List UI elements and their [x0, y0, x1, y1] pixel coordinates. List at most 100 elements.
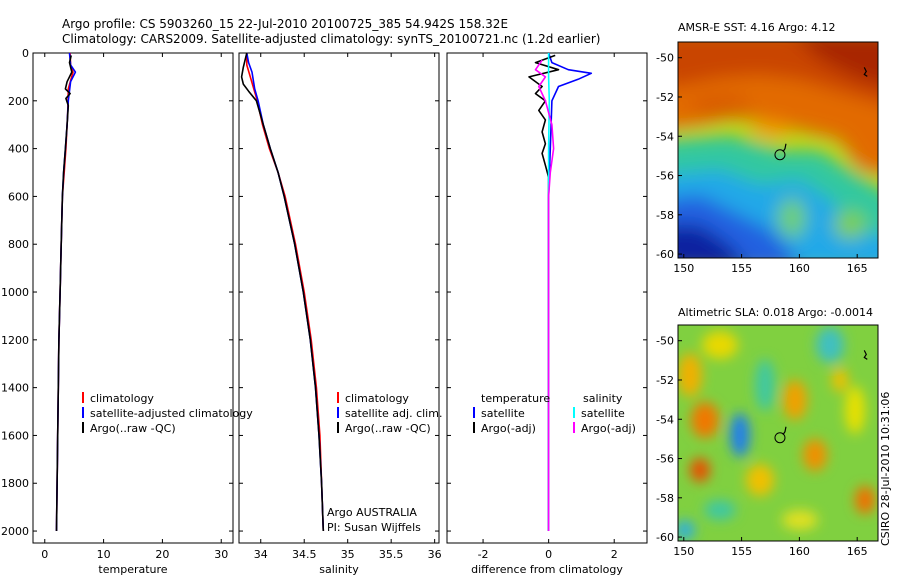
- plot-frame: [238, 52, 440, 544]
- footer-stamp: CSIRO 28-Jul-2010 10:31:06: [879, 392, 892, 546]
- legend-swatch-temp-satellite: [473, 407, 475, 418]
- y-tick-label: 600: [8, 190, 29, 203]
- x-tick-label: 20: [155, 548, 169, 561]
- sla-map-title: Altimetric SLA: 0.018 Argo: -0.0014: [678, 306, 873, 319]
- legend-label: climatology: [90, 392, 154, 405]
- y-tick-label: 400: [8, 143, 29, 156]
- x-axis-label: temperature: [98, 563, 167, 576]
- y-tick-label: 1000: [1, 286, 29, 299]
- sla-map-panel: Altimetric SLA: 0.018 Argo: -0.0014: [656, 306, 879, 558]
- x-tick-label: 160: [789, 545, 810, 558]
- salinity-legend: climatology satellite adj. clim. Argo(..…: [327, 392, 442, 534]
- y-tick-label: 1400: [1, 382, 29, 395]
- x-tick-label: 155: [731, 545, 752, 558]
- y-tick-label: -54: [656, 130, 674, 143]
- y-tick-label: -52: [656, 374, 674, 387]
- y-tick-label: -60: [656, 248, 674, 261]
- series-line-satellite: [246, 52, 325, 532]
- x-tick-label: 30: [214, 548, 228, 561]
- series-line-temperature-satellite: [547, 52, 593, 531]
- x-tick-label: 165: [847, 545, 868, 558]
- secondary-track: [863, 67, 868, 77]
- x-tick-label: 155: [731, 262, 752, 275]
- series-line-climatology: [55, 52, 74, 532]
- difference-legend: temperature salinity satellite Argo(-adj…: [473, 392, 636, 435]
- temperature-legend: climatology satellite-adjusted climatolo…: [82, 392, 253, 435]
- series-line-climatology: [246, 53, 325, 532]
- x-tick-label: 35.5: [379, 548, 404, 561]
- difference-panel: -2 0 2 difference from climatology: [446, 52, 648, 576]
- x-tick-label: 10: [97, 548, 111, 561]
- y-tick-label: -58: [656, 209, 674, 222]
- y-tick-label: -56: [656, 170, 674, 183]
- secondary-track: [863, 350, 868, 360]
- float-track: [782, 143, 787, 153]
- x-tick-label: 0: [545, 548, 552, 561]
- y-tick-label: -58: [656, 492, 674, 505]
- temperature-panel: 0 10 20 30 temperature 0 200 400 600 800 1000 1200 1…: [1, 47, 234, 576]
- y-tick-label: -54: [656, 413, 674, 426]
- y-tick-label: 1800: [1, 477, 29, 490]
- salinity-panel: 34 34.5 35 35.5 36 salinity: [238, 52, 442, 576]
- y-tick-label: -50: [656, 335, 674, 348]
- series-line-argo: [55, 55, 73, 532]
- y-tick-label: -60: [656, 531, 674, 544]
- y-tick-label: 800: [8, 238, 29, 251]
- y-tick-label: -56: [656, 453, 674, 466]
- legend-label: Argo(-adj): [481, 422, 536, 435]
- y-tick-label: 200: [8, 95, 29, 108]
- float-owner-note: Argo AUSTRALIA: [327, 506, 417, 519]
- legend-swatch-temp-argo: [473, 422, 475, 433]
- float-pi-note: PI: Susan Wijffels: [327, 521, 421, 534]
- float-position-marker: [774, 149, 786, 161]
- figure-title-line1: Argo profile: CS 5903260_15 22-Jul-2010 …: [62, 17, 508, 31]
- legend-label: climatology: [345, 392, 409, 405]
- legend-header-salinity: salinity: [583, 392, 623, 405]
- x-tick-label: 34.5: [292, 548, 317, 561]
- legend-label: satellite adj. clim.: [345, 407, 442, 420]
- sst-map-panel: AMSR-E SST: 4.16 Argo: 4.12: [656, 21, 879, 275]
- x-tick-label: 35: [341, 548, 355, 561]
- legend-label: Argo(-adj): [581, 422, 636, 435]
- figure-title-line2: Climatology: CARS2009. Satellite-adjuste…: [62, 32, 600, 46]
- sst-map-axes: 150 155 160 165 -50 -52 -54 -56 -58 -60: [656, 52, 868, 275]
- legend-swatch-satellite: [82, 407, 84, 418]
- x-tick-label: -2: [478, 548, 489, 561]
- legend-label: satellite: [581, 407, 625, 420]
- x-tick-label: 0: [41, 548, 48, 561]
- legend-swatch-argo: [82, 422, 84, 433]
- series-line-temperature-argo-adj-: [528, 54, 560, 531]
- sst-map-title: AMSR-E SST: 4.16 Argo: 4.12: [678, 21, 836, 34]
- x-axis-label: difference from climatology: [471, 563, 623, 576]
- legend-label: satellite-adjusted climatology: [90, 407, 253, 420]
- legend-swatch-argo: [337, 422, 339, 433]
- float-position-marker: [774, 432, 786, 444]
- float-track: [782, 426, 787, 436]
- x-tick-label: 2: [611, 548, 618, 561]
- sla-map-axes: 150 155 160 165 -50 -52 -54 -56 -58 -60: [656, 335, 868, 558]
- legend-header-temperature: temperature: [481, 392, 550, 405]
- plot-frame: [32, 52, 234, 544]
- x-tick-label: 34: [254, 548, 268, 561]
- legend-swatch-satellite: [337, 407, 339, 418]
- series-line-argo: [240, 52, 325, 532]
- sla-field: [678, 325, 878, 541]
- legend-label: Argo(..raw -QC): [345, 422, 431, 435]
- series-line-salinity-argo-adj-: [534, 59, 555, 531]
- legend-label: Argo(..raw -QC): [90, 422, 176, 435]
- y-tick-label: 1200: [1, 334, 29, 347]
- y-tick-label: -52: [656, 91, 674, 104]
- y-tick-label: 1600: [1, 429, 29, 442]
- legend-swatch-climatology: [82, 392, 84, 403]
- x-tick-label: 165: [847, 262, 868, 275]
- legend-swatch-sal-argo: [573, 422, 575, 433]
- y-tick-label: 0: [22, 47, 29, 60]
- y-tick-label: 2000: [1, 525, 29, 538]
- x-tick-label: 160: [789, 262, 810, 275]
- x-axis-label: salinity: [319, 563, 359, 576]
- x-tick-label: 150: [673, 545, 694, 558]
- x-tick-label: 150: [673, 262, 694, 275]
- legend-label: satellite: [481, 407, 525, 420]
- plot-frame: [446, 52, 648, 544]
